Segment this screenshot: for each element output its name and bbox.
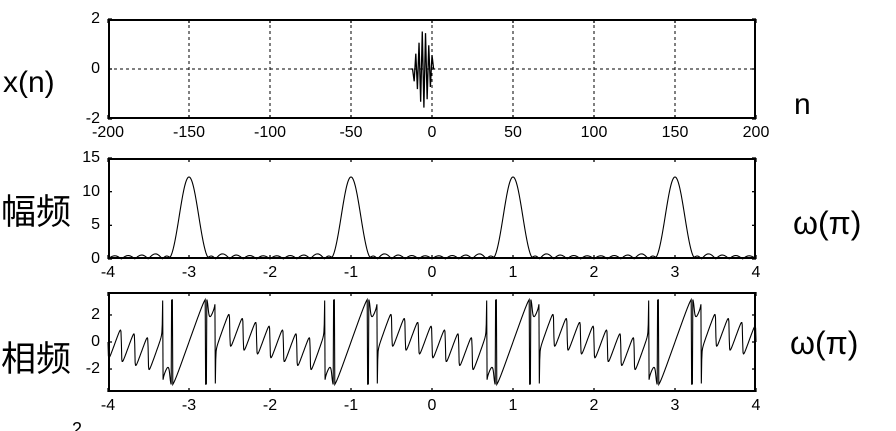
x-tick-label: -100 — [253, 124, 287, 141]
y-tick-label: 5 — [91, 216, 100, 234]
magnitude-plot-curve — [107, 176, 757, 260]
x-tick-label: 1 — [508, 397, 518, 414]
x-tick-label: -150 — [172, 124, 206, 141]
x-tick-label: 150 — [661, 124, 689, 141]
y-tick-label: 15 — [82, 149, 100, 166]
x-tick-label: 4 — [751, 397, 761, 414]
x-tick-label: -2 — [262, 264, 278, 281]
x-tick-label: 0 — [427, 264, 437, 281]
x-tick-label: -1 — [343, 397, 359, 414]
x-tick-label: 2 — [589, 397, 599, 414]
magnitude-plot-ylabel: 幅频 — [1, 193, 72, 233]
x-tick-label: 50 — [504, 124, 522, 141]
axes-box — [108, 292, 756, 392]
y-tick-label: -2 — [85, 110, 100, 127]
x-tick-label: 3 — [670, 264, 680, 281]
x-tick-label: -4 — [100, 264, 116, 281]
axes-box — [108, 158, 756, 259]
phase-plot — [107, 292, 757, 392]
y-tick-label: 0 — [91, 60, 100, 77]
x-tick-label: 0 — [427, 397, 437, 414]
x-tick-label: 100 — [580, 124, 608, 141]
x-tick-label: -200 — [91, 124, 125, 141]
x-tick-label: -50 — [339, 124, 363, 141]
y-tick-label: 0 — [91, 333, 100, 350]
x-tick-label: 2 — [589, 264, 599, 281]
x-tick-label: -2 — [262, 397, 278, 414]
y-tick-label: 2 — [91, 10, 100, 27]
y-tick-label: 2 — [91, 305, 100, 323]
x-tick-label: 3 — [670, 397, 680, 414]
time-plot-ylabel: x(n) — [3, 66, 55, 99]
x-tick-label: -4 — [100, 397, 116, 414]
axes-box — [108, 19, 756, 119]
time-plot-curve — [410, 31, 436, 108]
y-tick-label: 10 — [82, 182, 100, 200]
x-tick-label: 200 — [742, 124, 770, 141]
x-tick-label: -3 — [181, 264, 197, 281]
magnitude-plot-xlabel: ω(π) — [793, 205, 862, 241]
phase-plot-ylabel: 相频 — [1, 340, 72, 380]
x-tick-label: 4 — [751, 264, 761, 281]
x-tick-label: -1 — [343, 264, 359, 281]
y-tick-label: -2 — [85, 360, 100, 378]
magnitude-plot — [107, 157, 757, 260]
cropped-partial-glyph: 2 — [72, 419, 83, 431]
x-tick-label: -3 — [181, 397, 197, 414]
phase-plot-xlabel: ω(π) — [790, 325, 859, 361]
x-tick-label: 0 — [427, 124, 437, 141]
time-plot — [107, 18, 757, 120]
y-tick-label: 0 — [91, 250, 100, 267]
time-plot-xlabel: n — [794, 88, 811, 121]
x-tick-label: 1 — [508, 264, 518, 281]
phase-plot-curve — [107, 297, 757, 387]
